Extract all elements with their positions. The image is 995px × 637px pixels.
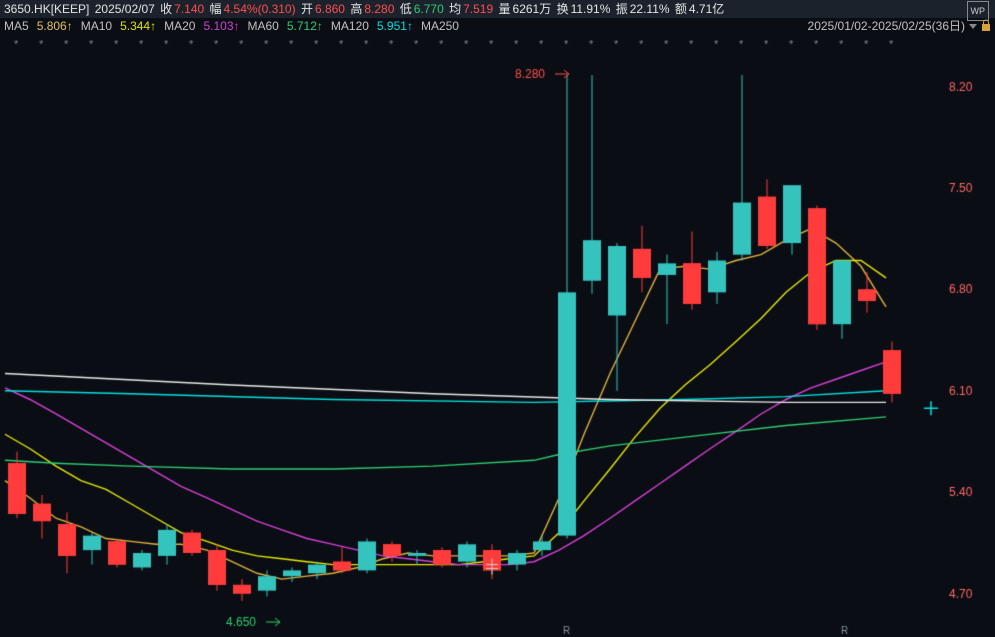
lbl-low: 低: [400, 2, 412, 16]
val-low: 6.770: [414, 2, 444, 16]
val-range: 22.11%: [630, 2, 670, 16]
ma-key: MA60: [248, 19, 279, 33]
val-vol: 6261万: [513, 2, 552, 16]
val-open: 6.860: [315, 2, 345, 16]
symbol: 3650.HK[KEEP]: [4, 2, 89, 16]
val-close: 7.140: [174, 2, 204, 16]
date: 2025/02/07: [95, 2, 155, 16]
date-range-selector[interactable]: 2025/01/02-2025/02/25(36日): [808, 18, 977, 34]
lbl-open: 开: [301, 2, 313, 16]
ma-val: 5.103↑: [203, 19, 239, 33]
lbl-avg: 均: [449, 2, 461, 16]
lock-icon[interactable]: [981, 19, 991, 31]
ma-key: MA120: [331, 19, 369, 33]
lbl-turn: 换: [557, 2, 569, 16]
lbl-range: 振: [616, 2, 628, 16]
ma-key: MA20: [164, 19, 195, 33]
val-amt: 4.71亿: [689, 2, 724, 16]
ma-key: MA10: [81, 19, 112, 33]
ma-legend: MA5 5.806↑ MA10 5.344↑ MA20 5.103↑ MA60 5.712↑ M…: [0, 18, 475, 34]
ma-key: MA5: [4, 19, 29, 33]
info-bar: 3650.HK[KEEP] 2025/02/07 收7.140 幅4.54%(0…: [0, 0, 995, 18]
ma-val: 5.806↑: [37, 19, 73, 33]
val-turn: 11.91%: [571, 2, 611, 16]
lbl-close: 收: [160, 2, 172, 16]
lbl-amt: 额: [675, 2, 687, 16]
ma-val: 5.344↑: [120, 19, 156, 33]
lbl-vol: 量: [499, 2, 511, 16]
lbl-high: 高: [350, 2, 362, 16]
ma-key: MA250: [421, 19, 459, 33]
val-amp: 4.54%(0.310): [224, 2, 296, 16]
ma-val: 5.712↑: [287, 19, 323, 33]
lbl-amp: 幅: [210, 2, 222, 16]
ma-val: 5.951↑: [377, 19, 413, 33]
val-high: 8.280: [364, 2, 394, 16]
candlestick-chart[interactable]: [0, 36, 995, 637]
val-avg: 7.519: [463, 2, 493, 16]
